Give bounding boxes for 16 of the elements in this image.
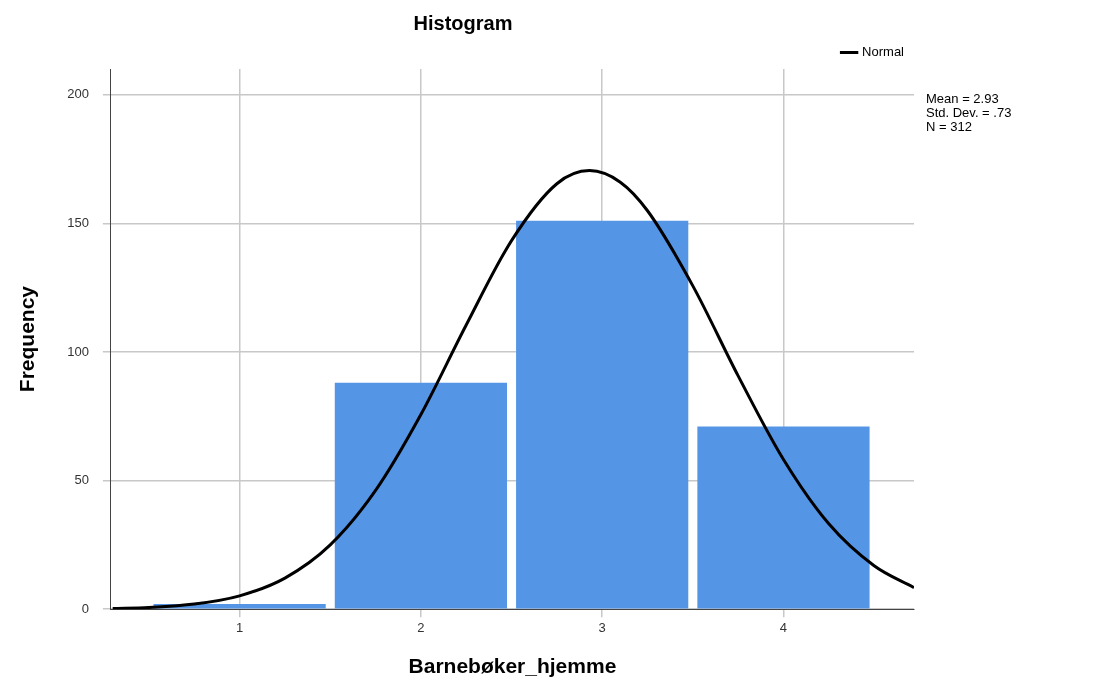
x-tick-label: 1 [235, 619, 244, 635]
chart-title: Histogram [413, 11, 513, 34]
y-tick-label: 100 [67, 343, 89, 359]
x-tick-label: 4 [779, 619, 788, 635]
x-axis-title: Barnebøker_hjemme [408, 654, 617, 678]
x-tick-label: 3 [598, 619, 606, 635]
text: Std. Dev. = .73 [926, 104, 1012, 120]
text: Mean = 2.93 [926, 90, 999, 106]
text: N = 312 [926, 118, 972, 134]
y-tick-label: 50 [74, 472, 89, 488]
y-tick-label: 200 [67, 86, 89, 102]
x-tick-label: 2 [417, 619, 425, 635]
y-tick-label: 0 [81, 600, 89, 616]
y-axis-title: Frequency [15, 285, 39, 393]
y-tick-label: 150 [67, 214, 89, 230]
legend-label: Normal [862, 44, 905, 60]
